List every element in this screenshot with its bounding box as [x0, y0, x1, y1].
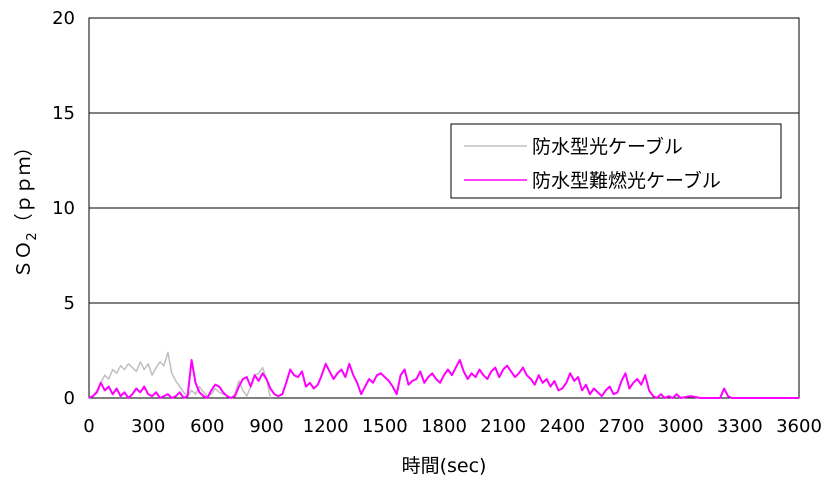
x-tick-label: 2700: [599, 416, 645, 437]
x-axis-title: 時間(sec): [402, 455, 487, 477]
gridlines: [89, 112, 799, 304]
x-tick-label: 1500: [362, 416, 408, 437]
x-tick-label: 900: [249, 416, 283, 437]
y-tick-label: 15: [52, 103, 75, 124]
x-tick-label: 3000: [658, 416, 704, 437]
x-tick-label: 2400: [539, 416, 585, 437]
x-axis-ticks: 0 300 600 900 1200 1500 1800 2100 2400 2700 3000 33…: [83, 416, 822, 437]
y-axis-title-unit: （ｐｐｍ）: [13, 137, 35, 232]
legend-label-series-1: 防水型光ケーブル: [532, 135, 683, 158]
y-axis-title: ＳＯ2（ｐｐｍ）: [13, 137, 40, 278]
x-tick-label: 3300: [717, 416, 763, 437]
y-tick-label: 10: [52, 198, 75, 219]
legend: 防水型光ケーブル 防水型難燃光ケーブル: [450, 123, 782, 199]
x-tick-label: 3600: [776, 416, 822, 437]
legend-label-series-2: 防水型難燃光ケーブル: [532, 169, 721, 192]
y-axis-title-subscript: 2: [25, 232, 40, 240]
legend-box: [450, 123, 782, 199]
x-tick-label: 1800: [421, 416, 467, 437]
x-tick-label: 300: [131, 416, 165, 437]
y-axis-ticks: 0 5 10 15 20: [52, 8, 75, 409]
y-tick-label: 0: [64, 388, 75, 409]
series-layer: [88, 351, 799, 399]
x-tick-label: 1200: [303, 416, 349, 437]
series-line-2: [88, 359, 799, 399]
y-axis-title-main: ＳＯ: [13, 241, 35, 279]
x-tick-label: 2100: [480, 416, 526, 437]
y-tick-label: 20: [52, 8, 75, 29]
y-tick-label: 5: [64, 293, 75, 314]
x-tick-label: 600: [190, 416, 224, 437]
x-tick-label: 0: [83, 416, 94, 437]
